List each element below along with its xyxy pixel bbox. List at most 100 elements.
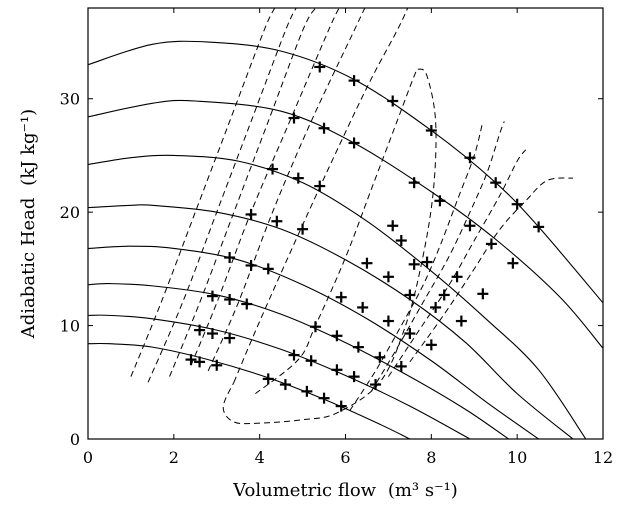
data-marker-58 (301, 385, 313, 397)
data-marker-48 (309, 321, 321, 333)
data-marker-7 (533, 221, 545, 233)
dashed-curve-8 (130, 8, 276, 377)
dashed-curve-13 (233, 8, 409, 383)
data-marker-64 (348, 371, 360, 383)
y-tick-label-3: 30 (60, 90, 80, 109)
data-marker-50 (352, 341, 364, 353)
data-marker-28 (451, 271, 463, 283)
dashed-curve-11 (190, 8, 340, 366)
data-marker-25 (297, 223, 309, 235)
data-marker-40 (335, 291, 347, 303)
data-marker-24 (271, 215, 283, 227)
data-marker-57 (279, 379, 291, 391)
data-marker-16 (267, 163, 279, 175)
x-tick-label-3: 6 (340, 448, 350, 467)
data-marker-12 (408, 258, 420, 270)
x-tick-label-0: 0 (83, 448, 93, 467)
data-marker-38 (224, 293, 236, 305)
dashed-curve-16 (370, 121, 505, 392)
data-marker-42 (382, 315, 394, 327)
x-tick-label-4: 8 (426, 448, 436, 467)
y-tick-label-2: 20 (60, 203, 80, 222)
data-marker-35 (430, 301, 442, 313)
dashed-curve-9 (147, 8, 297, 383)
data-marker-4 (464, 152, 476, 164)
y-tick-label-0: 0 (70, 430, 80, 449)
dashed-curve-15 (349, 121, 484, 411)
dashed-curve-14 (222, 68, 437, 425)
x-tick-label-2: 4 (255, 448, 265, 467)
data-marker-46 (206, 328, 218, 340)
data-marker-8 (288, 112, 300, 124)
speed-curve-7 (88, 342, 411, 439)
data-marker-5 (490, 177, 502, 189)
data-marker-43 (404, 328, 416, 340)
data-marker-27 (421, 256, 433, 268)
data-marker-9 (318, 122, 330, 134)
data-marker-45 (194, 324, 206, 336)
speed-curve-5 (88, 283, 509, 439)
data-marker-22 (485, 238, 497, 250)
data-marker-3 (425, 124, 437, 136)
data-marker-56 (262, 373, 274, 385)
data-marker-34 (404, 289, 416, 301)
data-marker-62 (305, 355, 317, 367)
data-marker-33 (382, 271, 394, 283)
x-tick-label-1: 2 (169, 448, 179, 467)
x-axis-label: Volumetric flow (m³ s⁻¹) (232, 480, 458, 501)
dashed-curve-17 (388, 149, 527, 377)
data-marker-51 (374, 351, 386, 363)
plot-area (88, 8, 603, 439)
data-marker-60 (335, 400, 347, 412)
data-marker-31 (262, 263, 274, 275)
data-marker-59 (318, 392, 330, 404)
data-marker-26 (395, 235, 407, 247)
data-marker-29 (224, 252, 236, 264)
data-marker-23 (245, 208, 257, 220)
data-marker-19 (408, 177, 420, 189)
data-marker-65 (370, 379, 382, 391)
tick-layer: 0 2 4 6 8 10 12 0 10 20 30 (60, 8, 613, 467)
data-marker-2 (387, 95, 399, 107)
data-marker-36 (455, 315, 467, 327)
dashed-curve-18 (409, 177, 574, 363)
x-tick-label-6: 12 (593, 448, 613, 467)
x-axis-label-unit: (m³ s⁻¹) (388, 480, 458, 501)
y-axis-label-text: Adiabatic Head (18, 198, 39, 340)
data-marker-21 (464, 220, 476, 232)
speed-curve-2 (88, 154, 587, 439)
data-marker-0 (314, 61, 326, 73)
data-marker-13 (438, 289, 450, 301)
data-marker-30 (245, 259, 257, 271)
data-marker-44 (425, 339, 437, 351)
speed-curve-6 (88, 314, 471, 439)
data-marker-37 (206, 290, 218, 302)
data-marker-47 (224, 332, 236, 344)
data-marker-32 (361, 257, 373, 269)
speed-curve-0 (88, 40, 603, 304)
y-axis-label-unit: (kJ kg⁻¹) (18, 109, 39, 186)
data-marker-49 (331, 330, 343, 342)
x-axis-label-text: Volumetric flow (232, 480, 376, 501)
data-marker-6 (511, 198, 523, 210)
dashed-curve-10 (169, 8, 316, 377)
data-marker-14 (477, 288, 489, 300)
axis-frame (87, 7, 604, 440)
x-tick-label-5: 10 (507, 448, 527, 467)
data-marker-17 (292, 172, 304, 184)
data-marker-41 (357, 301, 369, 313)
y-axis-label: Adiabatic Head (kJ kg⁻¹) (18, 109, 39, 339)
data-marker-63 (331, 364, 343, 376)
data-marker-52 (395, 360, 407, 372)
data-marker-11 (387, 220, 399, 232)
data-marker-54 (194, 356, 206, 368)
data-marker-18 (314, 180, 326, 192)
y-tick-label-1: 10 (60, 317, 80, 336)
data-marker-1 (348, 75, 360, 87)
speed-curve-4 (88, 245, 539, 439)
data-marker-55 (211, 359, 223, 371)
data-marker-10 (348, 137, 360, 149)
speed-curve-3 (88, 204, 574, 439)
data-marker-20 (434, 195, 446, 207)
